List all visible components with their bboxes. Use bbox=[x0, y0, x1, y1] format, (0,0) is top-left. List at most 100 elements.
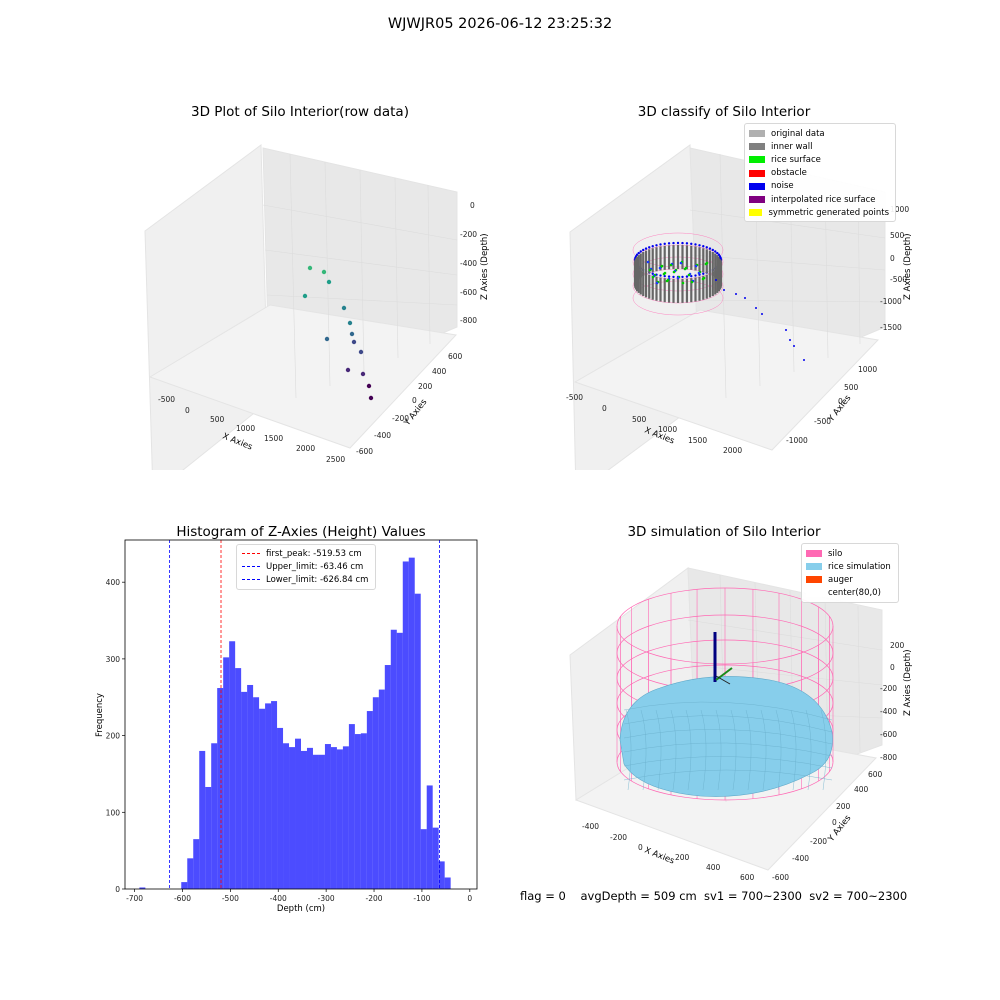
svg-text:-600: -600 bbox=[356, 447, 373, 456]
histogram-bar bbox=[432, 827, 439, 889]
histogram-bar bbox=[384, 665, 391, 889]
svg-text:0: 0 bbox=[602, 404, 607, 413]
legend-item-center: center(80,0) bbox=[806, 587, 892, 600]
legend-item-first-peak: first_peak: -519.53 cm bbox=[242, 547, 370, 560]
classify-y-ticks: -1000 -500 0 500 1000 bbox=[786, 365, 877, 445]
classify-3d-plot: -500 0 500 1000 1500 2000 -1000 -500 0 5… bbox=[566, 144, 913, 470]
svg-text:0: 0 bbox=[890, 663, 895, 672]
noise-point bbox=[793, 345, 795, 347]
histogram-bar bbox=[366, 711, 373, 889]
histogram-bar bbox=[205, 786, 212, 889]
svg-text:200: 200 bbox=[675, 853, 690, 862]
rice-point bbox=[672, 270, 676, 274]
rice-point bbox=[646, 260, 650, 264]
histogram-bars bbox=[139, 557, 451, 889]
noise-point bbox=[642, 248, 645, 252]
noise-point bbox=[667, 242, 671, 245]
histogram-bar bbox=[336, 749, 343, 889]
simulation-legend: silo rice simulation auger center(80,0) bbox=[801, 543, 899, 603]
noise-point bbox=[637, 251, 640, 255]
rice-point bbox=[651, 275, 655, 279]
noise-point bbox=[672, 241, 675, 245]
y-tick-label: 0 bbox=[115, 885, 120, 894]
histogram-bar bbox=[277, 727, 284, 889]
svg-text:-600: -600 bbox=[880, 730, 897, 739]
noise-point bbox=[694, 243, 697, 246]
tail-point bbox=[321, 269, 327, 275]
legend-swatch bbox=[749, 156, 765, 164]
noise-point bbox=[702, 245, 705, 248]
svg-text:-400: -400 bbox=[582, 822, 599, 831]
histogram-y-ticks: 0 100 200 300 400 bbox=[106, 578, 125, 894]
histogram-bar bbox=[420, 829, 427, 889]
histogram-bar bbox=[354, 734, 361, 889]
histogram-bar bbox=[199, 750, 206, 889]
svg-text:-200: -200 bbox=[880, 684, 897, 693]
simulation-x-label: X Axies bbox=[643, 846, 676, 867]
noise-point bbox=[659, 243, 662, 246]
raw-z-label: Z Axies (Depth) bbox=[480, 233, 490, 300]
svg-text:200: 200 bbox=[836, 802, 851, 811]
auger bbox=[713, 632, 733, 685]
histogram-bar bbox=[360, 733, 367, 889]
noise-point bbox=[651, 272, 654, 275]
rice-point bbox=[687, 273, 691, 277]
histogram-bar bbox=[247, 684, 254, 889]
svg-text:-400: -400 bbox=[460, 259, 477, 268]
x-tick-label: -100 bbox=[413, 894, 430, 903]
noise-point bbox=[690, 274, 693, 278]
rice-mesh-line bbox=[805, 709, 812, 791]
tail-point bbox=[345, 367, 351, 373]
histogram-bar bbox=[414, 593, 421, 889]
rice-point bbox=[648, 268, 652, 272]
rice-point bbox=[690, 280, 694, 284]
noise-point bbox=[702, 272, 705, 275]
svg-text:600: 600 bbox=[740, 873, 755, 882]
tail-point bbox=[366, 383, 372, 389]
noise-point bbox=[685, 242, 689, 245]
rice-mesh-line bbox=[640, 709, 647, 791]
tail-point bbox=[347, 320, 353, 326]
tail-point bbox=[341, 305, 347, 311]
legend-swatch bbox=[749, 196, 765, 204]
simulation-z-label: Z Axies (Depth) bbox=[903, 649, 913, 716]
svg-text:500: 500 bbox=[632, 415, 647, 424]
histogram-axes-frame bbox=[124, 539, 478, 890]
histogram-x-label: Depth (cm) bbox=[277, 904, 325, 914]
histogram-bar bbox=[372, 697, 379, 889]
legend-line bbox=[242, 553, 260, 555]
rice-mesh-line bbox=[623, 701, 833, 721]
rice-mesh-line bbox=[820, 709, 827, 791]
simulation-3d-plot: -400 -200 0 200 400 600 -600 -400 -200 0… bbox=[569, 567, 913, 882]
legend-item-rice-surface: rice surface bbox=[749, 153, 889, 166]
histogram-bar bbox=[342, 746, 349, 889]
classify-z-ticks: 1000 500 0 -500 -1000 -1500 bbox=[880, 205, 909, 332]
y-tick-label: 200 bbox=[106, 732, 121, 741]
classify-x-ticks: -500 0 500 1000 1500 2000 bbox=[566, 393, 742, 455]
noise-point bbox=[681, 241, 684, 245]
noise-point bbox=[681, 275, 684, 279]
histogram-bar bbox=[223, 657, 230, 889]
histogram-bar bbox=[378, 689, 385, 889]
histogram-bar bbox=[259, 708, 266, 889]
rice-point bbox=[655, 281, 659, 285]
rice-point bbox=[694, 264, 698, 268]
x-tick-label: -500 bbox=[222, 894, 239, 903]
simulation-y-label: Y Axies bbox=[826, 813, 854, 845]
histogram-bar bbox=[235, 668, 242, 889]
svg-text:500: 500 bbox=[844, 383, 859, 392]
rice-body bbox=[619, 676, 833, 797]
rice-point bbox=[701, 277, 705, 281]
noise-point bbox=[663, 242, 666, 246]
raw-x-label: X Axies bbox=[221, 432, 254, 453]
noise-point bbox=[761, 313, 763, 315]
rice-mesh-line bbox=[623, 715, 833, 733]
svg-text:-500: -500 bbox=[890, 275, 907, 284]
svg-text:-200: -200 bbox=[810, 837, 827, 846]
histogram-bar bbox=[181, 882, 188, 889]
histogram-bar bbox=[390, 629, 397, 889]
rice-point bbox=[665, 279, 669, 283]
rice-mesh-line bbox=[715, 709, 722, 791]
y-tick-label: 400 bbox=[106, 578, 121, 587]
x-tick-label: -200 bbox=[366, 894, 383, 903]
